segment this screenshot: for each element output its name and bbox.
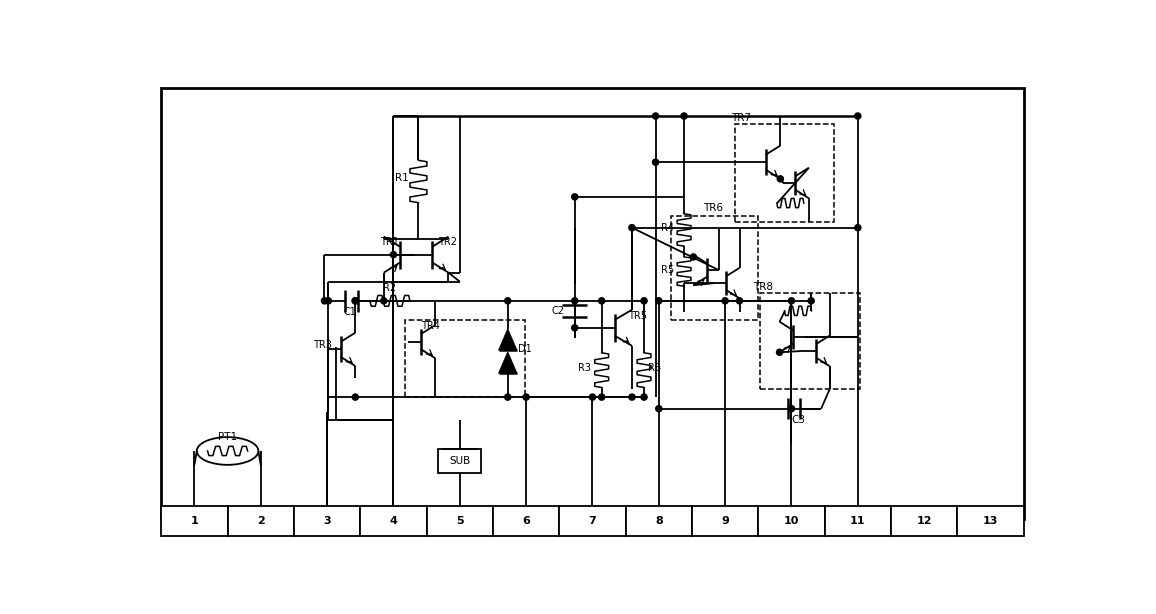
Circle shape — [505, 394, 511, 400]
Text: R4: R4 — [660, 223, 674, 233]
Circle shape — [505, 298, 511, 304]
Text: 2: 2 — [257, 516, 265, 526]
Bar — [824, 507, 891, 535]
Bar — [670, 216, 758, 320]
Bar — [560, 507, 625, 535]
Circle shape — [523, 394, 529, 400]
Bar — [361, 507, 427, 535]
Text: TR8: TR8 — [754, 282, 773, 292]
Circle shape — [572, 325, 578, 331]
Text: TR7: TR7 — [731, 112, 751, 123]
Text: R1: R1 — [394, 173, 408, 182]
Circle shape — [629, 225, 635, 231]
Circle shape — [353, 394, 358, 400]
Text: 11: 11 — [850, 516, 866, 526]
Circle shape — [572, 194, 578, 200]
Text: TR5: TR5 — [629, 311, 647, 321]
Circle shape — [325, 298, 332, 304]
Polygon shape — [498, 328, 517, 350]
Text: 10: 10 — [784, 516, 799, 526]
Circle shape — [353, 298, 358, 304]
Circle shape — [854, 225, 861, 231]
Text: C3: C3 — [791, 415, 805, 425]
Circle shape — [380, 298, 387, 304]
Bar — [625, 507, 692, 535]
Text: 3: 3 — [324, 516, 331, 526]
Circle shape — [788, 298, 794, 304]
Circle shape — [788, 406, 794, 412]
Text: R5: R5 — [660, 265, 674, 275]
Text: 8: 8 — [655, 516, 662, 526]
Circle shape — [777, 349, 783, 356]
Circle shape — [572, 298, 578, 304]
Bar — [427, 507, 492, 535]
Text: C2: C2 — [551, 306, 564, 316]
Text: TR4: TR4 — [421, 321, 439, 331]
Bar — [161, 507, 228, 535]
Circle shape — [652, 159, 659, 165]
Polygon shape — [498, 352, 517, 373]
Circle shape — [640, 394, 647, 400]
Circle shape — [599, 394, 605, 400]
Bar — [228, 507, 294, 535]
Text: 6: 6 — [523, 516, 531, 526]
Text: 13: 13 — [983, 516, 998, 526]
Bar — [957, 507, 1024, 535]
Bar — [438, 449, 481, 473]
Circle shape — [321, 298, 327, 304]
Text: TR3: TR3 — [313, 340, 333, 350]
Text: 5: 5 — [455, 516, 464, 526]
Text: 1: 1 — [191, 516, 199, 526]
Text: 7: 7 — [588, 516, 596, 526]
Bar — [758, 507, 824, 535]
Text: 9: 9 — [721, 516, 729, 526]
Circle shape — [655, 298, 662, 304]
Text: SUB: SUB — [450, 456, 470, 466]
Circle shape — [353, 298, 358, 304]
Circle shape — [808, 298, 814, 304]
Circle shape — [722, 298, 728, 304]
Circle shape — [629, 394, 635, 400]
Circle shape — [640, 298, 647, 304]
Circle shape — [690, 254, 696, 260]
Text: C1: C1 — [343, 308, 356, 317]
Bar — [692, 507, 758, 535]
Bar — [735, 124, 835, 222]
Circle shape — [777, 176, 784, 182]
Circle shape — [391, 252, 397, 258]
Circle shape — [655, 406, 662, 412]
Circle shape — [736, 298, 742, 304]
Circle shape — [599, 298, 605, 304]
Bar — [406, 320, 525, 397]
Text: TR2: TR2 — [438, 236, 457, 247]
Circle shape — [854, 113, 861, 119]
Circle shape — [652, 113, 659, 119]
Bar — [492, 507, 560, 535]
Text: R2: R2 — [384, 282, 397, 293]
Text: TR6: TR6 — [703, 203, 724, 214]
Text: 4: 4 — [390, 516, 398, 526]
Text: R6: R6 — [649, 363, 661, 373]
Text: D1: D1 — [518, 344, 532, 354]
Text: PT1: PT1 — [218, 432, 237, 442]
Text: R3: R3 — [578, 363, 591, 373]
Circle shape — [681, 113, 687, 119]
Bar — [759, 293, 860, 389]
Text: TR1: TR1 — [380, 236, 399, 247]
Bar — [891, 507, 957, 535]
Circle shape — [590, 394, 595, 400]
Text: 12: 12 — [917, 516, 932, 526]
Bar — [294, 507, 361, 535]
